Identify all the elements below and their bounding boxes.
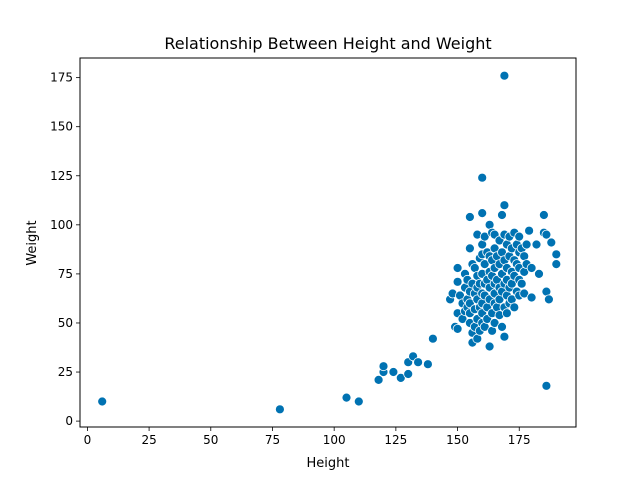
y-tick-label: 100 bbox=[50, 218, 73, 232]
data-point bbox=[501, 308, 512, 319]
x-axis-label: Height bbox=[307, 456, 350, 471]
data-point bbox=[551, 259, 562, 270]
data-point bbox=[526, 263, 537, 273]
y-tick-label: 75 bbox=[58, 267, 73, 281]
y-tick-label: 0 bbox=[65, 414, 73, 428]
data-point bbox=[422, 359, 433, 370]
x-tick-label: 125 bbox=[384, 433, 407, 447]
data-point bbox=[484, 341, 495, 352]
data-point bbox=[477, 208, 488, 219]
data-point bbox=[521, 239, 532, 250]
data-point bbox=[524, 225, 534, 236]
data-point bbox=[539, 210, 549, 220]
data-point bbox=[464, 243, 475, 254]
data-point bbox=[534, 268, 544, 279]
data-point bbox=[551, 249, 562, 260]
x-tick-label: 0 bbox=[84, 433, 92, 447]
data-point bbox=[514, 231, 525, 242]
y-tick-label: 150 bbox=[50, 120, 73, 134]
data-point bbox=[497, 321, 507, 332]
data-point bbox=[477, 172, 488, 183]
data-point bbox=[541, 229, 552, 240]
chart-title: Relationship Between Height and Weight bbox=[164, 34, 491, 53]
y-tick-label: 50 bbox=[58, 316, 73, 330]
data-point bbox=[452, 276, 463, 287]
data-points bbox=[97, 70, 562, 415]
data-point bbox=[519, 288, 530, 299]
data-point bbox=[541, 380, 552, 391]
data-point bbox=[452, 263, 463, 273]
data-point bbox=[388, 367, 399, 377]
data-point bbox=[499, 70, 510, 81]
data-point bbox=[499, 200, 510, 211]
data-point bbox=[427, 333, 438, 344]
data-point bbox=[403, 369, 414, 379]
data-point bbox=[353, 396, 364, 407]
data-point bbox=[497, 210, 507, 220]
data-point bbox=[544, 294, 554, 305]
x-axis-ticks: 0 25 50 75 100 125 150 175 bbox=[84, 427, 531, 447]
data-point bbox=[373, 374, 384, 385]
data-point bbox=[546, 237, 557, 248]
data-point bbox=[531, 239, 542, 250]
data-point bbox=[509, 302, 520, 313]
data-point bbox=[526, 292, 537, 303]
data-point bbox=[413, 357, 424, 368]
x-tick-label: 100 bbox=[323, 433, 346, 447]
data-point bbox=[97, 396, 108, 407]
y-tick-label: 125 bbox=[50, 169, 73, 183]
x-tick-label: 75 bbox=[265, 433, 280, 447]
data-point bbox=[464, 212, 475, 222]
x-tick-label: 50 bbox=[203, 433, 218, 447]
plot-frame bbox=[79, 57, 577, 428]
x-tick-label: 25 bbox=[141, 433, 156, 447]
y-axis-label: Weight bbox=[25, 220, 40, 265]
y-tick-label: 175 bbox=[50, 71, 73, 85]
y-axis-ticks: 0 25 50 75 100 125 150 175 bbox=[50, 71, 80, 428]
x-tick-label: 150 bbox=[446, 433, 469, 447]
data-point bbox=[452, 323, 463, 334]
data-point bbox=[378, 361, 389, 372]
data-point bbox=[499, 331, 510, 342]
data-point bbox=[516, 278, 527, 289]
data-point bbox=[341, 392, 352, 403]
data-point bbox=[274, 404, 285, 415]
y-tick-label: 25 bbox=[58, 365, 73, 379]
x-tick-label: 175 bbox=[508, 433, 531, 447]
